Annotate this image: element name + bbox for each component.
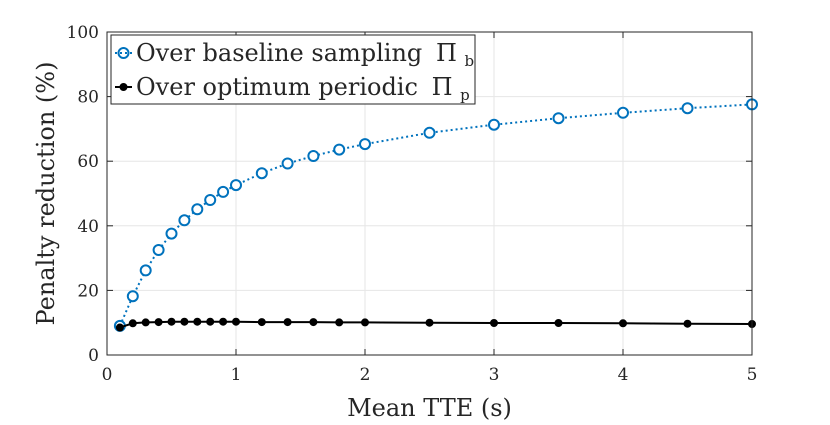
legend-entry-periodic: Over optimum periodic Π p: [115, 73, 470, 104]
data-point: [333, 143, 346, 156]
data-point: [167, 317, 176, 326]
series-baseline: [113, 98, 758, 332]
y-tick-label: 20: [77, 281, 99, 301]
data-point: [230, 179, 242, 192]
data-point: [423, 126, 436, 139]
y-axis-title: Penalty reduction (%): [32, 62, 60, 326]
x-tick-label: 0: [102, 365, 113, 385]
data-point: [165, 227, 178, 240]
data-point: [152, 244, 165, 256]
data-point: [141, 318, 150, 327]
legend-marker-baseline: [117, 47, 130, 59]
data-point: [681, 102, 694, 115]
legend: Over baseline sampling Π b Over optimum …: [110, 34, 476, 105]
legend-box: [110, 34, 476, 105]
y-tick-label: 100: [67, 23, 99, 43]
data-point: [425, 318, 434, 327]
data-point: [206, 317, 215, 326]
x-tick-label: 1: [231, 365, 242, 385]
series-layer: [113, 98, 758, 332]
data-point: [335, 318, 344, 327]
data-point: [617, 106, 629, 119]
data-point: [255, 167, 268, 180]
x-tick-label: 2: [360, 365, 371, 385]
data-point: [217, 185, 230, 198]
data-point: [115, 323, 124, 332]
data-point: [219, 317, 228, 326]
data-point: [154, 318, 163, 327]
legend-entry-baseline: Over baseline sampling Π b: [115, 39, 474, 70]
legend-symbol-baseline: Π: [436, 39, 457, 67]
data-point: [281, 157, 294, 170]
legend-subscript-periodic: p: [460, 86, 470, 104]
data-point: [359, 138, 371, 151]
data-point: [683, 319, 692, 328]
y-tick-label: 40: [77, 217, 99, 237]
legend-symbol-periodic: Π: [432, 73, 453, 101]
data-point: [204, 194, 217, 206]
data-point: [552, 112, 565, 125]
data-point: [191, 203, 204, 216]
data-point: [139, 264, 152, 277]
data-point: [361, 318, 369, 327]
legend-subscript-baseline: b: [465, 52, 475, 70]
x-tick-label: 4: [618, 365, 629, 385]
y-tick-label: 80: [77, 88, 99, 108]
data-point: [619, 319, 627, 328]
data-point: [232, 317, 240, 326]
legend-label-periodic: Over optimum periodic Π p: [136, 73, 470, 104]
legend-marker-periodic: [119, 83, 128, 91]
data-point: [178, 214, 191, 227]
data-point: [283, 318, 292, 327]
data-point: [554, 319, 563, 327]
y-tick-label: 0: [88, 346, 99, 366]
data-point: [126, 290, 139, 303]
data-point: [488, 118, 500, 131]
y-tick-label: 60: [77, 152, 99, 172]
legend-label-baseline: Over baseline sampling Π b: [136, 39, 474, 70]
axis-ticks: 0 1 2 3 4 5 0 20 40 60 80 100: [67, 23, 758, 385]
x-tick-label: 3: [489, 365, 500, 385]
legend-name-periodic: Over optimum periodic: [136, 73, 418, 101]
data-point: [309, 318, 318, 327]
data-point: [257, 318, 266, 327]
data-point: [180, 317, 189, 326]
legend-name-baseline: Over baseline sampling: [136, 39, 422, 67]
plot-frame: [106, 31, 753, 356]
data-point: [490, 319, 498, 327]
data-point: [193, 317, 202, 326]
series-periodic: [115, 317, 756, 332]
x-tick-label: 5: [747, 365, 758, 385]
data-point: [307, 150, 320, 162]
x-axis-title: Mean TTE (s): [347, 394, 512, 422]
data-point: [128, 319, 137, 328]
